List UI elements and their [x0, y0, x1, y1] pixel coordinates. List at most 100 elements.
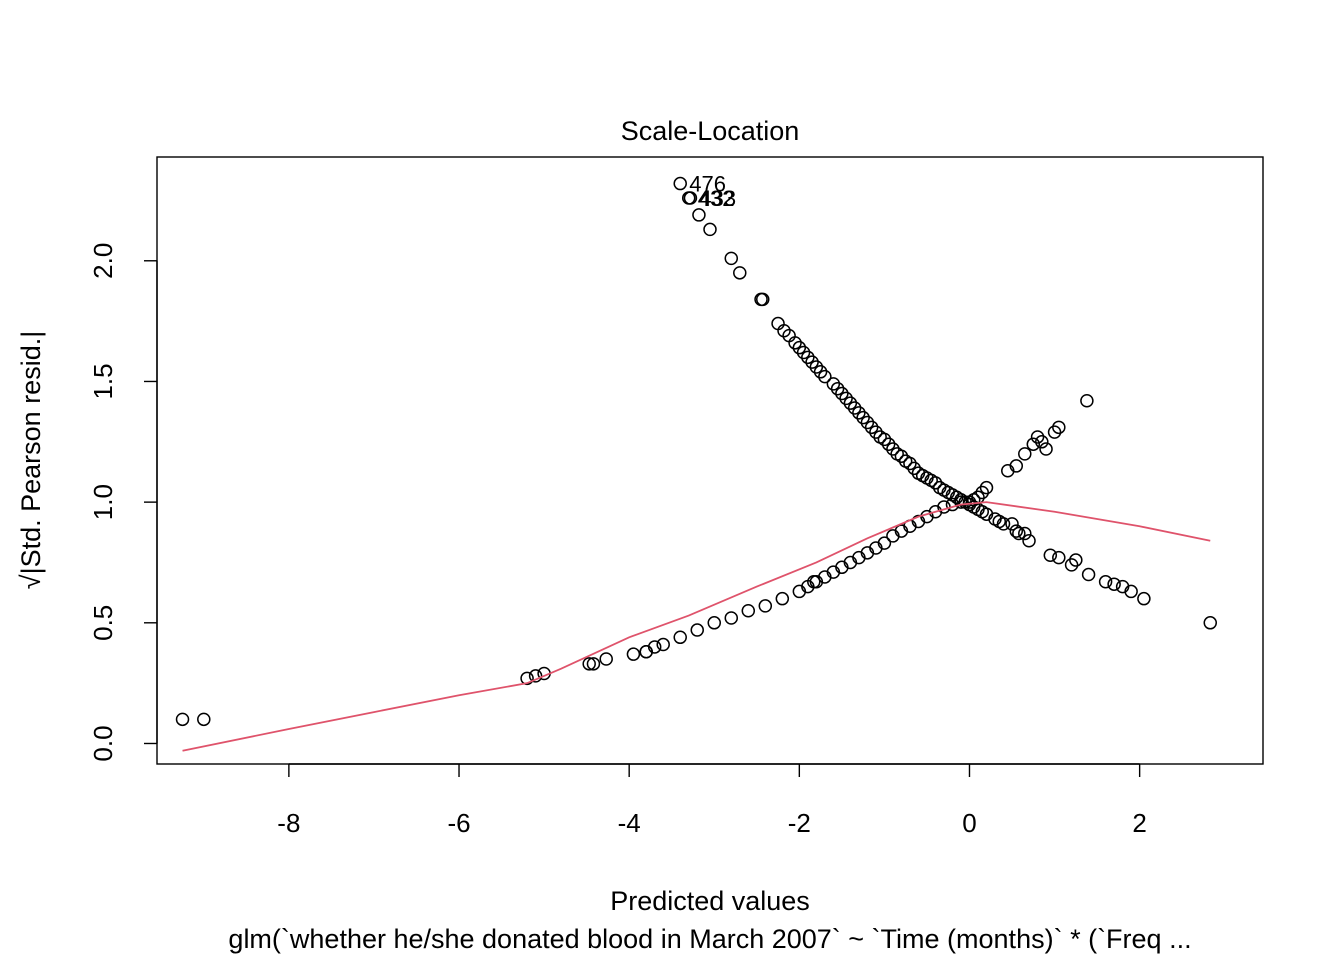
data-point — [856, 410, 870, 425]
data-point — [755, 292, 770, 307]
data-point — [809, 360, 824, 374]
data-point — [1080, 394, 1094, 408]
caption: glm(`whether he/she donated blood in Mar… — [228, 924, 1191, 954]
point-label: 433 — [699, 186, 736, 211]
x-tick-label: 2 — [1132, 808, 1146, 838]
point-label: 476 — [689, 172, 726, 197]
data-point — [903, 456, 917, 471]
data-point — [1052, 420, 1066, 435]
data-point — [954, 495, 968, 509]
data-point — [826, 377, 841, 391]
data-point — [1107, 577, 1121, 591]
data-point — [703, 222, 717, 237]
point-label: 432 — [698, 186, 735, 211]
data-point — [1098, 575, 1113, 589]
data-point — [1081, 567, 1096, 582]
y-axis: 0.0 0.5 1.0 1.5 2.0 — [88, 243, 158, 762]
data-point — [869, 425, 883, 439]
data-point — [843, 396, 858, 410]
data-point — [1030, 430, 1045, 444]
chart-title: Scale-Location — [621, 116, 800, 146]
data-point — [907, 461, 921, 476]
data-point — [881, 437, 896, 451]
data-point — [877, 536, 892, 550]
y-tick-label: 1.5 — [88, 363, 118, 399]
data-point — [586, 657, 601, 671]
y-tick-label: 2.0 — [88, 243, 118, 279]
data-point — [860, 415, 875, 430]
data-point — [975, 485, 989, 500]
data-point — [886, 442, 900, 456]
data-point — [520, 671, 534, 686]
data-point — [847, 401, 862, 415]
data-point — [894, 449, 909, 464]
x-axis-label: Predicted values — [610, 886, 810, 916]
data-point — [175, 712, 190, 727]
y-tick-label: 1.0 — [88, 484, 118, 520]
data-point — [777, 324, 791, 338]
x-tick-label: 0 — [962, 808, 976, 838]
data-point — [1047, 425, 1062, 439]
data-point — [792, 340, 807, 355]
data-point — [1039, 442, 1053, 456]
y-tick-label: 0.5 — [88, 605, 118, 641]
plot-frame — [156, 156, 1264, 765]
data-point — [639, 645, 653, 659]
data-point — [852, 406, 866, 420]
lowess-smooth-line — [182, 501, 1211, 752]
data-point — [1137, 591, 1151, 606]
data-point — [830, 381, 845, 396]
data-point — [839, 391, 853, 406]
data-point — [683, 191, 698, 205]
y-axis-label: √|Std. Pearson resid.| — [16, 331, 46, 589]
x-axis: -8 -6 -4 -2 0 2 — [277, 763, 1147, 838]
data-point — [197, 712, 211, 727]
y-tick-label: 0.0 — [88, 725, 118, 761]
data-point — [758, 599, 773, 613]
data-point — [788, 336, 802, 350]
data-point — [775, 591, 790, 606]
data-point — [724, 251, 739, 266]
data-point — [1026, 437, 1041, 451]
data-point — [813, 365, 828, 379]
data-point — [1009, 524, 1024, 538]
data-point — [741, 603, 756, 618]
data-point — [1203, 616, 1218, 630]
data-point — [1022, 533, 1036, 548]
data-point — [690, 623, 704, 637]
data-point — [673, 630, 687, 645]
data-point — [835, 386, 849, 401]
data-point — [801, 350, 815, 365]
data-point — [979, 480, 994, 495]
data-point — [864, 420, 879, 435]
data-point — [599, 652, 613, 666]
data-point — [582, 657, 596, 671]
data-point — [1069, 553, 1083, 567]
x-tick-label: -2 — [788, 808, 811, 838]
x-tick-label: -6 — [447, 808, 470, 838]
data-point — [528, 669, 543, 683]
data-point — [673, 176, 687, 191]
data-point — [1035, 435, 1049, 449]
data-point — [1064, 558, 1079, 572]
data-point — [626, 647, 641, 661]
data-point — [707, 616, 722, 630]
data-point — [996, 517, 1011, 531]
data-point — [1124, 584, 1138, 599]
data-point — [877, 432, 892, 447]
x-tick-label: -4 — [618, 808, 641, 838]
data-point — [1018, 526, 1032, 541]
data-point — [1052, 550, 1066, 565]
x-tick-label: -8 — [277, 808, 300, 838]
data-point — [1009, 459, 1024, 473]
data-point — [928, 476, 943, 490]
data-point — [692, 208, 706, 222]
data-point — [733, 266, 747, 280]
data-point — [796, 345, 811, 360]
data-point — [1018, 447, 1032, 461]
data-point — [1012, 526, 1026, 541]
data-point — [1005, 517, 1019, 531]
data-point — [805, 355, 819, 369]
